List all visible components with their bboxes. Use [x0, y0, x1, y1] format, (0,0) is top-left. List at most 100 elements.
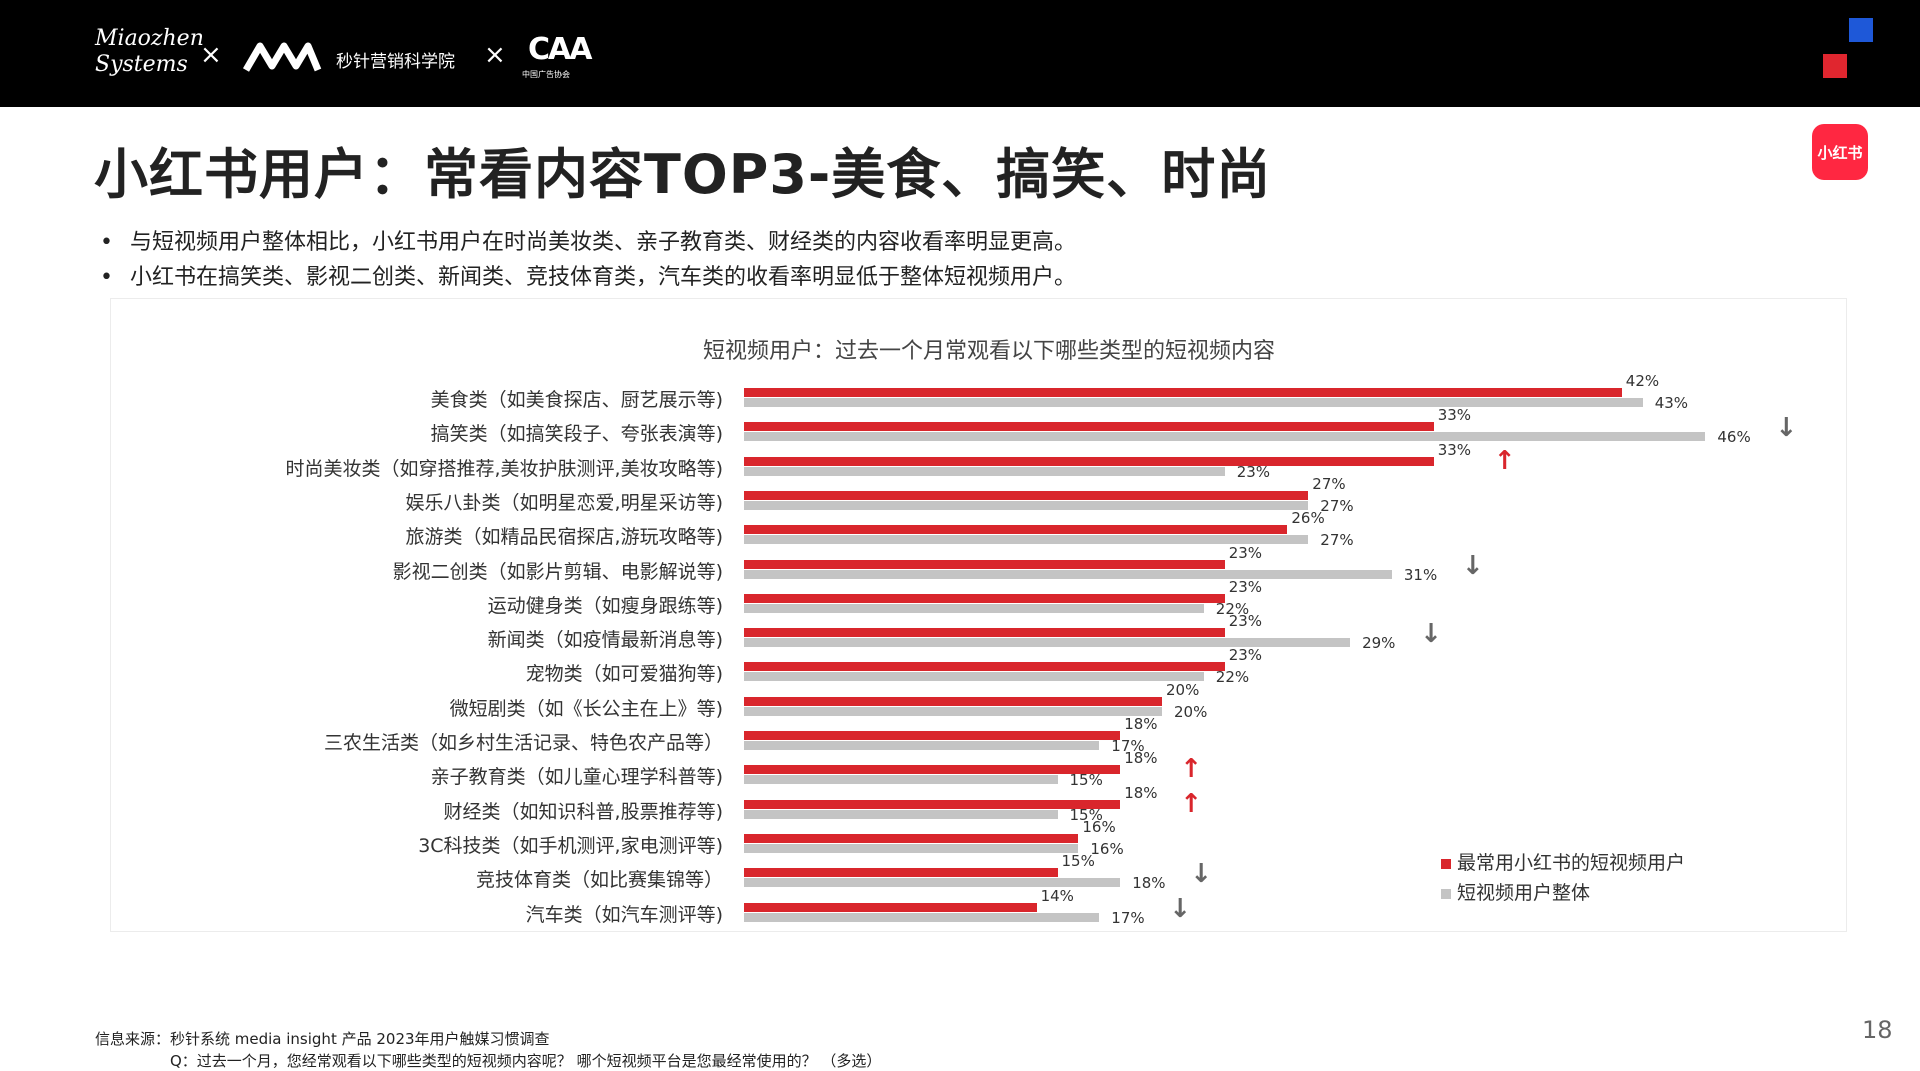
data-label-all: 43%	[1654, 394, 1689, 412]
chart-title: 短视频用户：过去一个月常观看以下哪些类型的短视频内容	[702, 339, 1275, 364]
chart-legend: 最常用小红书的短视频用户 短视频用户整体	[1441, 848, 1685, 908]
data-label-all: 22%	[1215, 668, 1250, 687]
arrow-down-icon: ↓	[1775, 413, 1798, 444]
data-label-xhs: 26%	[1291, 509, 1325, 528]
data-label-all: 22%	[1215, 599, 1250, 618]
logo-line-2: Systems	[95, 52, 188, 77]
red-square-icon	[1823, 54, 1847, 78]
bar-xhs	[744, 490, 1309, 500]
bar-xhs	[744, 696, 1162, 706]
bar-all	[744, 775, 1058, 785]
data-label-all: 15%	[1069, 771, 1103, 790]
data-label-xhs: 23%	[1228, 646, 1263, 665]
summary-bullets: • 与短视频用户整体相比，小红书用户在时尚美妆类、亲子教育类、财经类的内容收看率明…	[100, 228, 1076, 298]
blue-square-icon	[1849, 18, 1873, 42]
legend-swatch-xhs	[1441, 858, 1451, 869]
xiaohongshu-logo-icon: 小红书	[1812, 124, 1868, 180]
data-label-xhs: 18%	[1124, 749, 1158, 768]
bar-xhs	[744, 593, 1225, 603]
category-label: 新闻类（如疫情最新消息等)	[487, 629, 723, 652]
legend-item-xhs: 最常用小红书的短视频用户	[1441, 848, 1685, 878]
caa-subtitle: 中国广告协会	[522, 70, 570, 79]
arrow-down-icon: ↓	[1169, 893, 1192, 924]
bullet-dot: •	[100, 265, 113, 290]
data-label-xhs: 15%	[1061, 852, 1095, 871]
bar-xhs	[744, 833, 1079, 843]
arrow-down-icon: ↓	[1190, 859, 1212, 890]
data-label-all: 17%	[1111, 908, 1145, 927]
bar-xhs	[744, 662, 1225, 672]
arrow-up-icon: ↑	[1180, 788, 1202, 819]
data-label-all: 18%	[1132, 874, 1166, 893]
source-note: 信息来源：秒针系统 media insight 产品 2023年用户触媒习惯调查	[95, 1030, 550, 1048]
page-title: 小红书用户：常看内容TOP3-美食、搞笑、时尚	[94, 143, 1272, 206]
category-label: 运动健身类（如瘦身跟练等)	[487, 594, 723, 617]
data-label-all: 17%	[1111, 737, 1145, 755]
bar-all	[744, 809, 1058, 819]
bar-all	[744, 672, 1204, 682]
bar-all	[744, 466, 1225, 476]
bar-all	[744, 912, 1100, 922]
cross-separator: ×	[200, 40, 222, 70]
bar-xhs	[744, 525, 1288, 535]
bullet-dot: •	[100, 230, 113, 255]
category-label: 影视二创类（如影片剪辑、电影解说等)	[392, 560, 723, 583]
category-label: 汽车类（如汽车测评等)	[525, 903, 723, 926]
category-label: 宠物类（如可爱猫狗等)	[525, 663, 723, 686]
category-label: 财经类（如知识科普,股票推荐等)	[443, 800, 723, 823]
bar-xhs	[744, 765, 1121, 775]
arrow-down-icon: ↓	[1461, 550, 1484, 581]
data-label-xhs: 18%	[1124, 783, 1158, 802]
data-label-xhs: 18%	[1124, 715, 1158, 733]
bar-all	[744, 500, 1309, 510]
partner-logo-icon	[242, 42, 322, 72]
bar-xhs	[744, 902, 1037, 912]
bar-xhs	[744, 388, 1622, 397]
bar-xhs	[744, 868, 1058, 878]
arrow-up-icon: ↑	[1493, 445, 1516, 476]
bar-xhs	[744, 559, 1225, 569]
legend-label-xhs: 最常用小红书的短视频用户	[1457, 852, 1686, 874]
bar-all	[744, 398, 1643, 407]
bar-xhs	[744, 731, 1121, 740]
data-label-xhs: 20%	[1166, 680, 1200, 699]
bar-all	[744, 638, 1351, 648]
data-label-xhs: 23%	[1228, 577, 1263, 596]
legend-swatch-all	[1441, 888, 1451, 899]
bullet-text: 小红书在搞笑类、影视二创类、新闻类、竞技体育类，汽车类的收看率明显低于整体短视频…	[130, 265, 1077, 290]
bar-all	[744, 432, 1706, 442]
data-label-all: 46%	[1717, 428, 1751, 447]
data-label-xhs: 33%	[1437, 406, 1472, 425]
arrow-up-icon: ↑	[1180, 754, 1202, 785]
data-label-xhs: 16%	[1082, 817, 1116, 836]
category-label: 3C科技类（如手机测评,家电测评等)	[418, 834, 723, 857]
bar-all	[744, 878, 1121, 888]
bar-all	[744, 603, 1204, 613]
data-label-xhs: 23%	[1228, 543, 1263, 562]
cross-separator-2: ×	[484, 40, 506, 70]
data-label-all: 15%	[1069, 805, 1103, 824]
bar-all	[744, 569, 1392, 579]
header-bar: Miaozhen Systems × 秒针营销科学院 × CAA 中国广告协会	[0, 0, 1920, 107]
legend-label-all: 短视频用户整体	[1457, 882, 1591, 904]
chart-frame	[110, 298, 1847, 932]
category-label: 旅游类（如精品民宿探店,游玩攻略等)	[405, 526, 723, 549]
category-label: 搞笑类（如搞笑段子、夸张表演等)	[430, 423, 723, 446]
page-number: 18	[1862, 1016, 1893, 1044]
miaozhen-logo: Miaozhen Systems	[95, 26, 204, 78]
bar-xhs	[744, 628, 1225, 638]
bullet-item: • 与短视频用户整体相比，小红书用户在时尚美妆类、亲子教育类、财经类的内容收看率明…	[100, 228, 1076, 263]
data-label-all: 23%	[1236, 462, 1271, 481]
data-label-all: 31%	[1403, 565, 1438, 584]
bar-all	[744, 843, 1079, 853]
category-label: 亲子教育类（如儿童心理学科普等)	[430, 766, 723, 789]
category-label: 时尚美妆类（如穿搭推荐,美妆护肤测评,美妆攻略等)	[285, 457, 724, 480]
category-label: 娱乐八卦类（如明星恋爱,明星采访等)	[405, 491, 723, 514]
bar-xhs	[744, 799, 1121, 809]
bar-xhs	[744, 422, 1434, 432]
data-label-all: 29%	[1362, 634, 1396, 653]
bullet-text: 与短视频用户整体相比，小红书用户在时尚美妆类、亲子教育类、财经类的内容收看率明显…	[130, 230, 1077, 255]
data-label-xhs: 14%	[1040, 886, 1074, 905]
legend-item-all: 短视频用户整体	[1441, 878, 1685, 908]
data-label-xhs: 33%	[1437, 440, 1472, 459]
